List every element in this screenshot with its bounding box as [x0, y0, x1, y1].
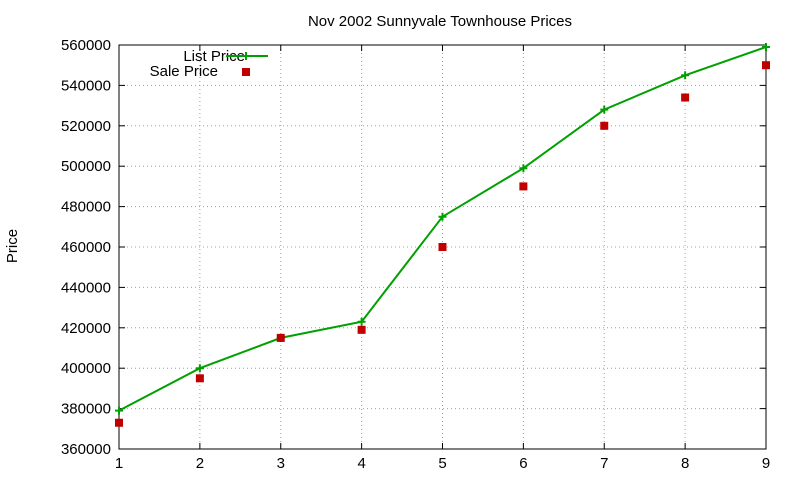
legend-label-sale-price: Sale Price: [150, 63, 218, 80]
axes: 1 2 3 4 5 6 7 8 9 360000 380000 400000 420000 440000 4…: [61, 37, 770, 472]
sale-price-point: [600, 121, 609, 130]
y-tick-label: 560000: [61, 37, 111, 54]
sale-price-point: [519, 182, 528, 191]
y-axis-label: Price: [4, 229, 21, 263]
plot-frame: [118, 44, 767, 450]
y-tick-label: 360000: [61, 441, 111, 458]
list-price-point: [762, 43, 770, 52]
series-list-price: [115, 43, 770, 415]
sale-price-point: [276, 333, 285, 342]
series: [115, 43, 770, 427]
list-price-point: [519, 164, 528, 173]
sale-price-point: [762, 61, 770, 70]
list-price-point: [438, 212, 447, 221]
x-tick-label: 9: [762, 455, 770, 472]
legend-marker-list-price: [242, 52, 250, 60]
x-tick-label: 5: [438, 455, 446, 472]
list-price-point: [195, 364, 204, 373]
x-tick-label: 1: [115, 455, 123, 472]
x-tick-label: 2: [196, 455, 204, 472]
y-tick-label: 480000: [61, 199, 111, 216]
x-tick-label: 6: [519, 455, 527, 472]
y-tick-label: 520000: [61, 118, 111, 135]
sale-price-point: [357, 325, 366, 334]
y-tick-label: 420000: [61, 320, 111, 337]
list-price-point: [600, 105, 609, 114]
sale-price-point: [195, 374, 204, 383]
list-price-point: [681, 71, 690, 80]
x-tick-label: 3: [277, 455, 285, 472]
y-tick-label: 380000: [61, 401, 111, 418]
list-price-point: [115, 406, 123, 415]
y-tick-label: 460000: [61, 239, 111, 256]
series-sale-price: [115, 61, 770, 427]
y-tick-label: 400000: [61, 360, 111, 377]
sale-price-point: [438, 243, 447, 251]
chart-title: Nov 2002 Sunnyvale Townhouse Prices: [308, 13, 572, 30]
y-tick-label: 440000: [61, 279, 111, 296]
y-tick-label: 540000: [61, 77, 111, 94]
sale-price-point: [681, 93, 690, 102]
x-tick-label: 7: [600, 455, 608, 472]
legend-label-list-price: List Price: [183, 48, 245, 65]
sale-price-point: [115, 418, 123, 427]
list-price-point: [357, 317, 366, 326]
y-tick-label: 500000: [61, 158, 111, 175]
legend-marker-sale-price: [242, 68, 250, 76]
x-tick-label: 8: [681, 455, 689, 472]
x-tick-label: 4: [357, 455, 365, 472]
